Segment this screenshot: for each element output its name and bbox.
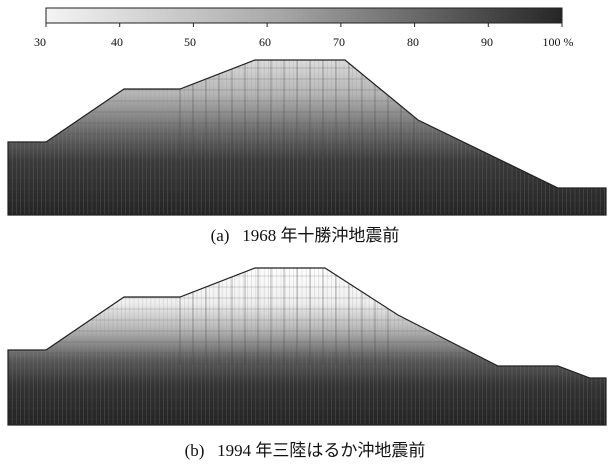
colorbar-tick-marks: [45, 23, 563, 27]
caption-a-text: 1968 年十勝沖地震前: [242, 226, 400, 245]
colorbar: 30 40 50 60 70 80 90 100 %: [34, 7, 574, 49]
caption-b-label: (b): [184, 441, 205, 460]
caption-a-label: (a): [210, 226, 230, 245]
colorbar-tick-60: 60: [259, 35, 271, 49]
colorbar-tick-90: 90: [481, 35, 493, 49]
panel-a-embankment: [7, 59, 607, 216]
colorbar-tick-30: 30: [34, 35, 46, 49]
colorbar-tick-40: 40: [111, 35, 123, 49]
panel-a-section-fill: [8, 60, 606, 215]
colorbar-tick-100: 100 %: [543, 35, 574, 49]
panel-b-section-fill: [8, 268, 606, 425]
caption-b-text: 1994 年三陸はるか沖地震前: [217, 441, 426, 460]
panel-b-embankment: [7, 267, 607, 426]
colorbar-tick-70: 70: [333, 35, 345, 49]
colorbar-tick-50: 50: [184, 35, 196, 49]
colorbar-tick-80: 80: [407, 35, 419, 49]
colorbar-gradient: [45, 7, 563, 24]
caption-a: (a) 1968 年十勝沖地震前: [0, 226, 610, 246]
caption-b: (b) 1994 年三陸はるか沖地震前: [0, 441, 610, 461]
panel-b-outline: [7, 267, 607, 426]
panel-a-outline: [7, 59, 607, 216]
